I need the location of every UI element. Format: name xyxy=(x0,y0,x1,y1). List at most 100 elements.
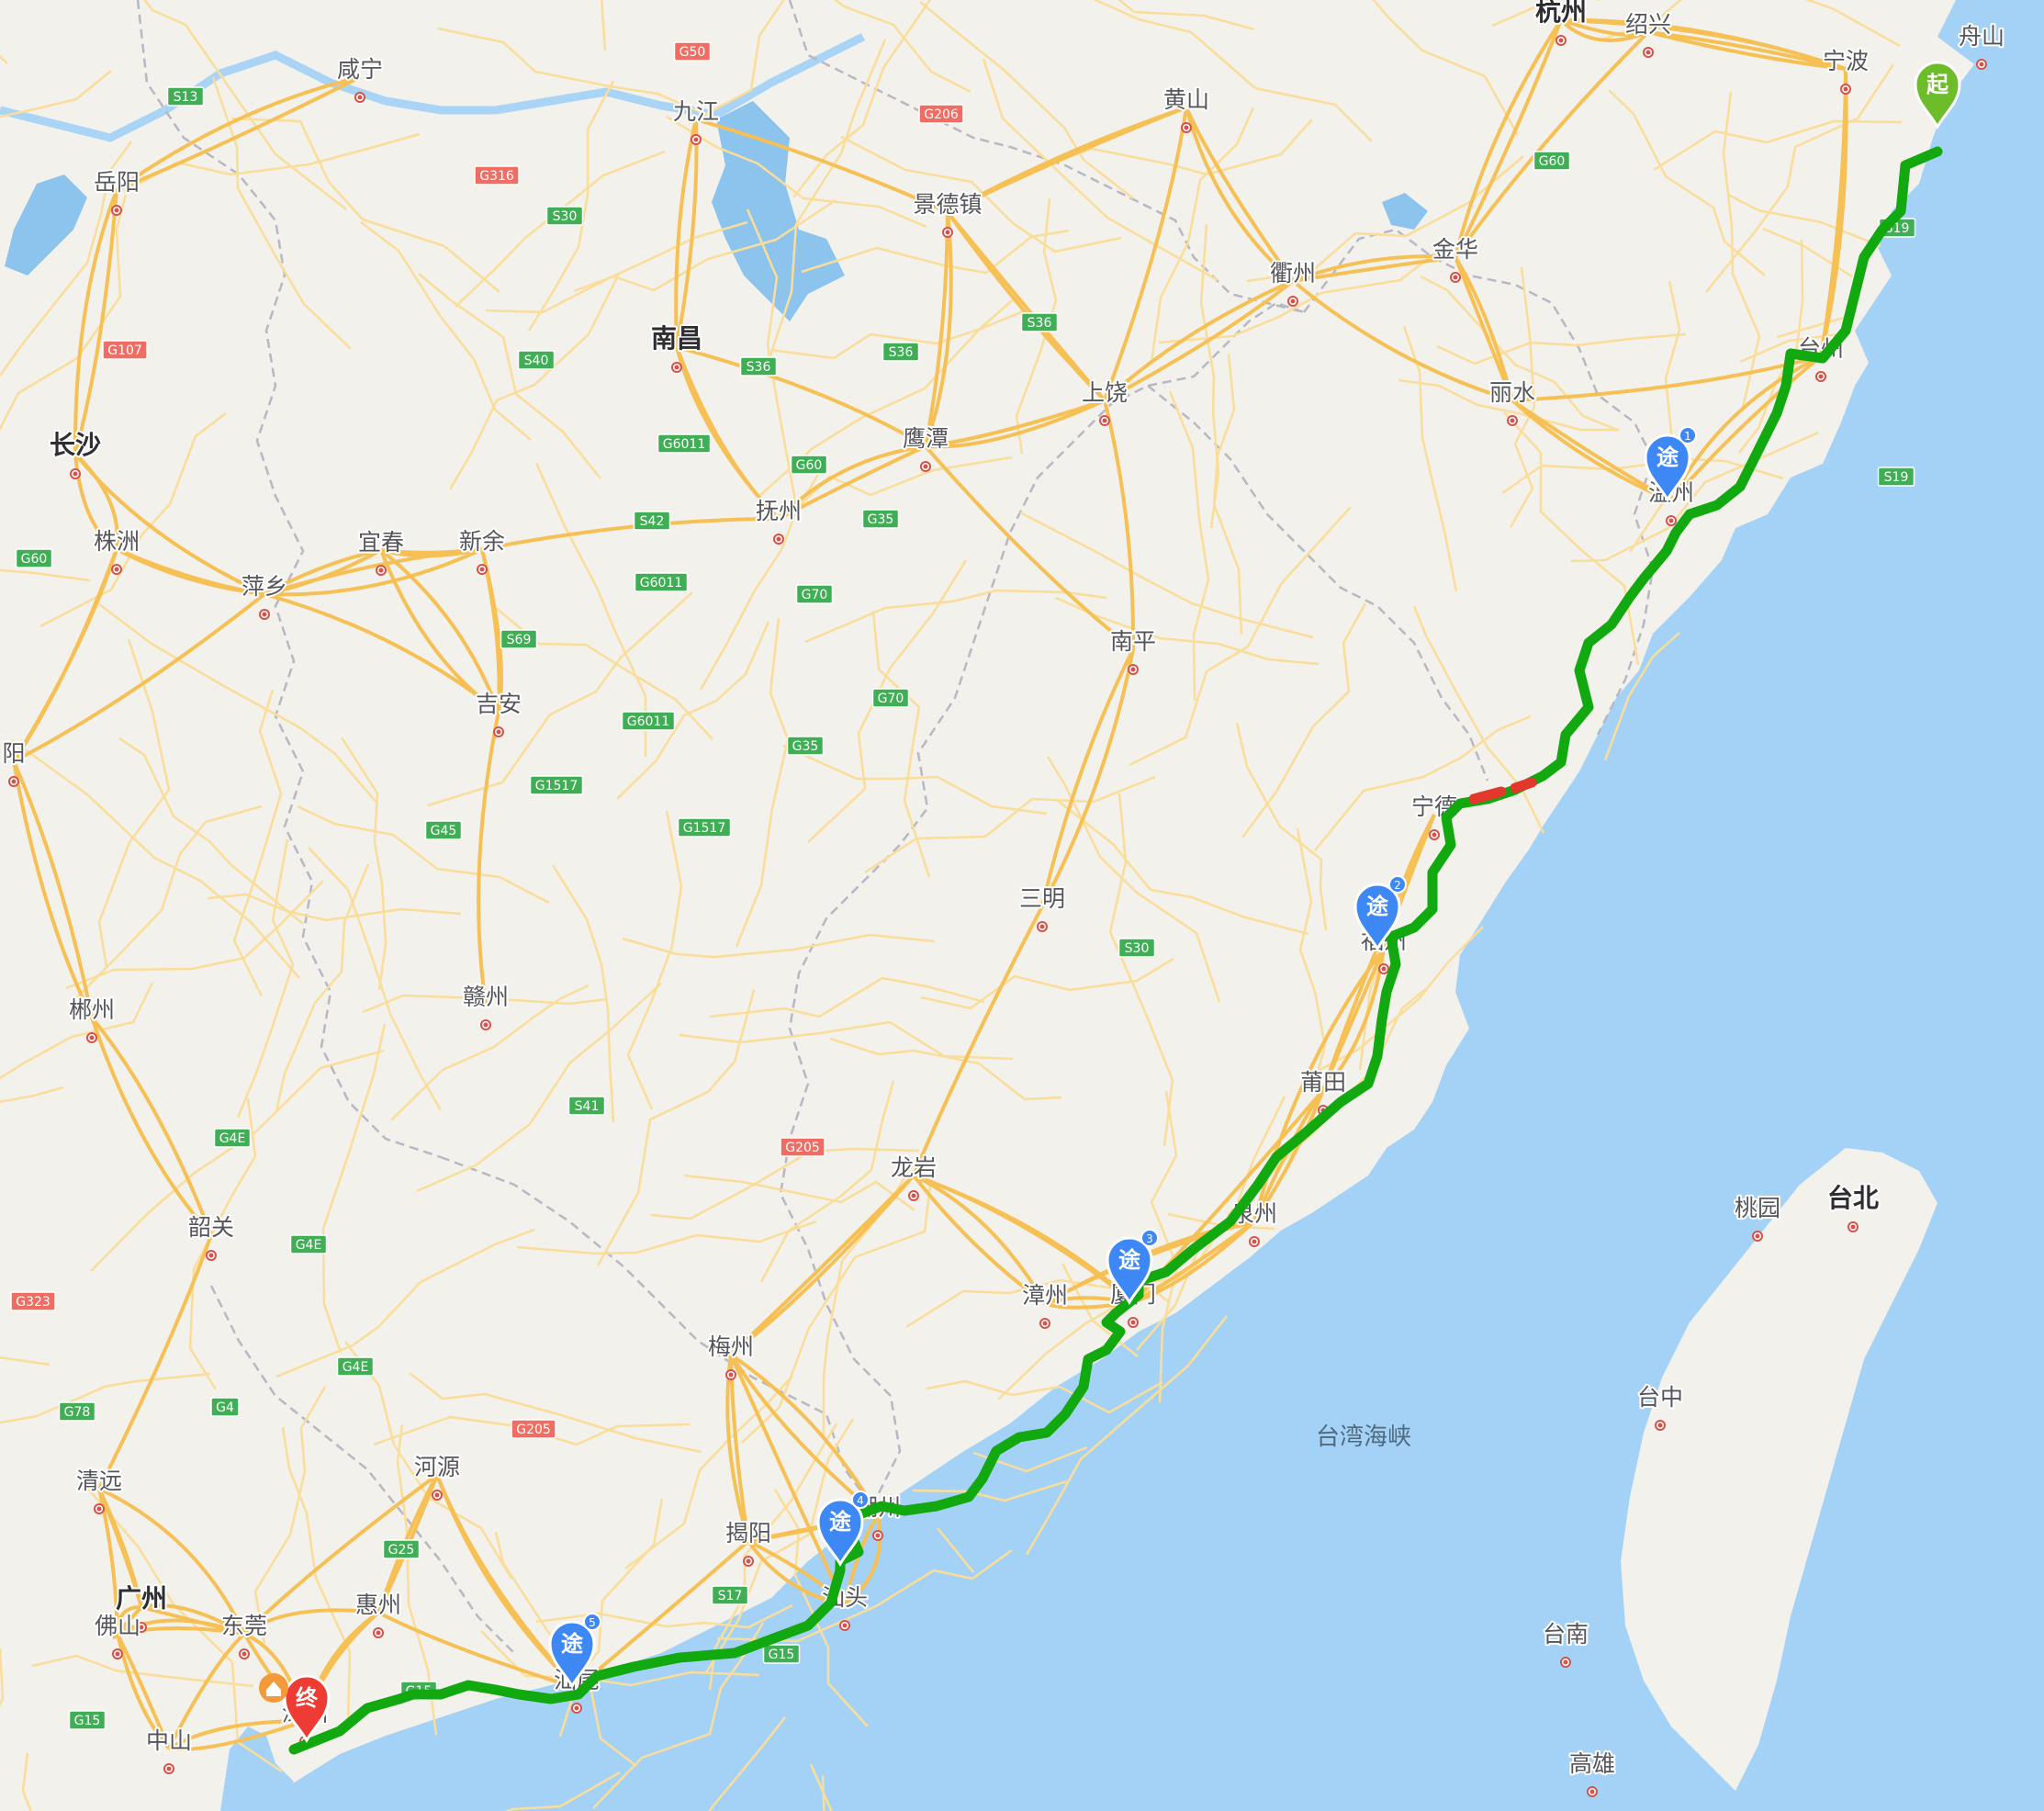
city-dot xyxy=(872,1530,883,1541)
city-label[interactable]: 杭州 xyxy=(1533,0,1589,28)
city-label[interactable]: 中山 xyxy=(144,1726,194,1756)
city-label[interactable]: 台北 xyxy=(1825,1181,1881,1215)
city-label[interactable]: 金华 xyxy=(1431,234,1480,264)
city-dot xyxy=(70,468,81,479)
city-label[interactable]: 丽水 xyxy=(1488,377,1537,408)
route-line[interactable] xyxy=(288,146,1943,1755)
city-label[interactable]: 梅州 xyxy=(706,1332,756,1362)
road-badge-label: S36 xyxy=(747,360,771,375)
city-label[interactable]: 衢州 xyxy=(1268,258,1318,288)
road-badge-g70: G70 xyxy=(795,584,834,604)
road-badge-s36: S36 xyxy=(882,342,920,362)
city-label[interactable]: 南平 xyxy=(1108,626,1158,657)
city-label[interactable]: 高雄 xyxy=(1567,1749,1617,1779)
road-badge-label: S36 xyxy=(1028,316,1052,331)
city-label[interactable]: 揭阳 xyxy=(724,1518,773,1548)
city-label[interactable]: 台湾海峡 xyxy=(1315,1423,1412,1452)
city-label[interactable]: 惠州 xyxy=(354,1590,403,1620)
road-badge-label: S42 xyxy=(640,514,665,529)
city-dot xyxy=(1128,1317,1139,1328)
city-label[interactable]: 漳州 xyxy=(1020,1280,1070,1310)
road-badge-label: G316 xyxy=(479,169,514,184)
city-dot xyxy=(1249,1236,1260,1247)
city-label[interactable]: 河源 xyxy=(412,1452,462,1482)
waypoint-marker-4[interactable]: 途4 xyxy=(816,1490,870,1566)
city-dot xyxy=(432,1490,443,1501)
road-badge-label: G60 xyxy=(21,552,48,567)
road-badge-s69: S69 xyxy=(500,629,538,649)
road-badge-s36: S36 xyxy=(1020,312,1059,332)
waypoint-marker-3[interactable]: 途3 xyxy=(1106,1229,1159,1304)
road-badge-g6011: G6011 xyxy=(657,433,712,454)
waypoint-number-badge: 5 xyxy=(583,1613,601,1631)
city-label[interactable]: 三明 xyxy=(1017,883,1067,914)
city-label[interactable]: 上饶 xyxy=(1080,377,1129,408)
city-dot xyxy=(1128,664,1139,675)
city-dot xyxy=(1847,1221,1859,1232)
city-label[interactable]: 南昌 xyxy=(649,321,704,355)
city-dot xyxy=(1429,829,1440,840)
city-label[interactable]: 桃园 xyxy=(1733,1193,1782,1223)
city-dot xyxy=(1555,35,1567,46)
road-badge-g6011: G6011 xyxy=(634,572,689,592)
waypoint-number-badge: 4 xyxy=(851,1490,870,1509)
road-badge-label: G60 xyxy=(796,458,823,473)
city-label[interactable]: 佛山 xyxy=(93,1611,142,1641)
end-marker[interactable]: 终 xyxy=(283,1674,331,1742)
city-dots xyxy=(8,35,1987,1797)
city-dot xyxy=(1099,415,1110,426)
city-label[interactable]: 咸宁 xyxy=(335,54,385,84)
city-label[interactable]: 韶关 xyxy=(186,1212,236,1243)
city-label[interactable]: 清远 xyxy=(74,1466,124,1496)
waypoint-marker-2-label: 途 xyxy=(1366,894,1389,919)
waypoint-marker-3-label: 途 xyxy=(1118,1247,1141,1273)
city-label[interactable]: 吉安 xyxy=(474,689,523,719)
city-label[interactable]: 东莞 xyxy=(219,1611,269,1641)
city-label[interactable]: 抚州 xyxy=(754,496,803,526)
start-marker[interactable]: 起 xyxy=(1914,61,1961,129)
road-badge-s30: S30 xyxy=(545,206,584,226)
city-label[interactable]: 景德镇 xyxy=(911,189,983,219)
city-label[interactable]: 莆田 xyxy=(1298,1067,1348,1097)
road-badge-g35: G35 xyxy=(861,509,900,529)
road-badge-g206: G206 xyxy=(918,104,964,124)
city-label[interactable]: 宜春 xyxy=(356,527,406,557)
city-label[interactable]: 岳阳 xyxy=(92,167,141,197)
city-label[interactable]: 九江 xyxy=(671,96,721,127)
qiandao-lake xyxy=(1382,193,1428,230)
city-label[interactable]: 长沙 xyxy=(48,428,103,462)
city-label[interactable]: 萍乡 xyxy=(240,571,289,602)
city-label[interactable]: 鹰潭 xyxy=(901,423,950,454)
city-label[interactable]: 赣州 xyxy=(461,982,511,1012)
city-dot xyxy=(839,1620,850,1631)
congestion-segment xyxy=(1510,777,1537,793)
road-badge-label: S41 xyxy=(575,1099,600,1114)
city-label[interactable]: 黄山 xyxy=(1162,84,1211,115)
city-label[interactable]: 新余 xyxy=(457,526,507,557)
city-label[interactable]: 郴州 xyxy=(67,995,117,1025)
road-badge-label: G70 xyxy=(878,692,904,706)
home-icon[interactable] xyxy=(259,1673,288,1703)
waypoint-marker-2[interactable]: 途2 xyxy=(1353,875,1407,950)
road-badge-g4: G4 xyxy=(210,1397,240,1417)
city-label[interactable]: 宁波 xyxy=(1821,46,1870,76)
road-badge-label: G206 xyxy=(924,107,959,122)
waypoint-marker-5[interactable]: 途5 xyxy=(548,1613,601,1688)
taiwan-island xyxy=(1621,1148,1937,1791)
road-badge-label: G205 xyxy=(785,1141,820,1155)
city-dot xyxy=(773,534,784,545)
city-label[interactable]: 绍兴 xyxy=(1623,9,1673,39)
city-label[interactable]: 阳 xyxy=(0,738,27,769)
city-label[interactable]: 株洲 xyxy=(92,526,141,557)
waypoint-marker-1[interactable]: 途1 xyxy=(1644,426,1697,501)
city-dot xyxy=(1450,272,1461,283)
city-label[interactable]: 舟山 xyxy=(1957,21,2006,51)
city-label[interactable]: 广州 xyxy=(114,1581,169,1615)
city-label[interactable]: 台南 xyxy=(1541,1619,1590,1649)
city-label[interactable]: 龙岩 xyxy=(889,1153,938,1183)
city-label[interactable]: 台中 xyxy=(1635,1382,1685,1412)
city-dot xyxy=(1976,59,1987,70)
